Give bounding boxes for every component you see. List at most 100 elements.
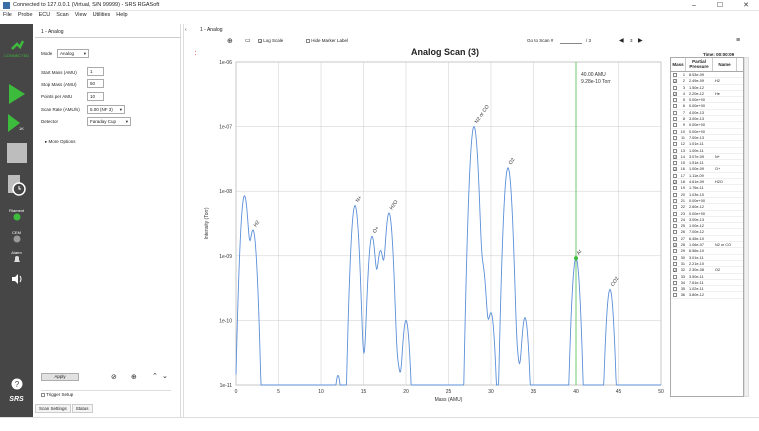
add-icon[interactable]: ⊕ (131, 374, 137, 381)
row-checkbox[interactable]: ✓ (671, 242, 678, 248)
row-checkbox[interactable]: ✓ (671, 166, 678, 172)
table-row[interactable]: 26 7.00e-12 (671, 229, 743, 236)
panel-splitter[interactable] (183, 24, 184, 417)
menu-utilities[interactable]: Utilities (92, 12, 111, 18)
menu-file[interactable]: File (3, 12, 12, 18)
row-checkbox[interactable] (671, 261, 678, 266)
menu-scan[interactable]: Scan (56, 12, 69, 18)
row-checkbox[interactable]: ✓ (671, 179, 678, 185)
table-row[interactable]: ✓ 4 2.20e-12 He (671, 91, 743, 98)
table-row[interactable]: 11 7.00e-13 (671, 135, 743, 142)
table-row[interactable]: 6 0.00e+00 (671, 103, 743, 110)
row-checkbox[interactable] (671, 292, 678, 298)
row-checkbox[interactable]: ✓ (671, 78, 678, 84)
table-row[interactable]: 17 1.11e-09 (671, 173, 743, 180)
chevron-down-icon[interactable]: ⌄ (162, 373, 168, 380)
row-checkbox[interactable] (671, 116, 678, 122)
stop-button[interactable] (0, 142, 33, 165)
row-checkbox[interactable]: ✓ (671, 154, 678, 159)
trigger-setup-row[interactable]: Trigger Setup (41, 392, 73, 397)
tab-status[interactable]: Status (71, 404, 93, 413)
stop-mass-field[interactable]: 50 (87, 79, 104, 88)
row-checkbox[interactable] (671, 110, 678, 115)
previous-scan-icon[interactable]: ◀ (619, 38, 624, 44)
points-per-amu-field[interactable]: 10 (87, 92, 104, 101)
row-checkbox[interactable] (671, 211, 678, 216)
row-checkbox[interactable] (671, 274, 678, 279)
table-row[interactable]: ✓ 18 4.61e-09 H2O (671, 179, 743, 186)
row-checkbox[interactable] (671, 122, 678, 128)
row-checkbox[interactable] (671, 248, 678, 254)
menu-ecu[interactable]: ECU (38, 12, 51, 18)
minimize-button[interactable]: – (692, 2, 696, 9)
row-checkbox[interactable] (671, 141, 678, 147)
table-row[interactable]: 33 3.50e-11 (671, 274, 743, 280)
menu-icon[interactable]: ≡ (736, 37, 741, 44)
row-checkbox[interactable]: ✓ (671, 91, 678, 96)
table-row[interactable]: 25 1.00e-12 (671, 223, 743, 230)
table-row[interactable]: 30 3.01e-11 (671, 255, 743, 261)
table-row[interactable]: 36 3.80e-12 (671, 292, 743, 299)
collapse-arrow-icon[interactable]: ‹ (185, 27, 187, 33)
next-scan-icon[interactable]: ▶ (638, 38, 643, 44)
row-checkbox[interactable] (671, 97, 678, 103)
row-checkbox[interactable] (671, 72, 678, 77)
table-row[interactable]: 31 2.21e-10 (671, 261, 743, 268)
start-scan-button[interactable] (0, 82, 33, 107)
row-checkbox[interactable] (671, 286, 678, 292)
table-row[interactable]: 20 1.03e-10 (671, 192, 743, 198)
table-row[interactable]: ✓ 14 3.07e-09 N+ (671, 154, 743, 161)
table-row[interactable]: 9 0.00e+00 (671, 122, 743, 129)
single-scan-button[interactable]: 1K (0, 112, 33, 135)
detector-select[interactable]: Faraday Cup ▾ (87, 117, 131, 126)
table-scrollbar[interactable] (744, 57, 749, 397)
row-checkbox[interactable] (671, 217, 678, 222)
partial-pressure-table[interactable]: Mass Partial Pressure Name 1 8.53e-09 ✓ 2 2.… (670, 57, 744, 397)
menu-probe[interactable]: Probe (17, 12, 33, 18)
table-row[interactable]: 21 0.00e+00 (671, 198, 743, 205)
table-row[interactable]: 22 2.60e-12 (671, 204, 743, 211)
table-row[interactable]: 10 0.00e+00 (671, 129, 743, 135)
timed-scan-button[interactable] (0, 174, 33, 197)
row-checkbox[interactable]: ✓ (671, 267, 678, 273)
hide-marker-checkbox[interactable]: Hide Marker Label (306, 38, 348, 43)
filament-status[interactable]: Filament (0, 208, 33, 222)
maximize-button[interactable]: ☐ (716, 2, 724, 9)
goto-scan-input[interactable] (560, 37, 582, 44)
table-row[interactable]: 7 4.00e-13 (671, 110, 743, 117)
scan-rate-select[interactable]: 5.00 (NF 3) ▾ (87, 105, 125, 114)
table-row[interactable]: ✓ 2 2.49e-09 H2 (671, 78, 743, 85)
table-row[interactable]: 29 6.56e-10 (671, 248, 743, 255)
table-row[interactable]: 35 1.02e-11 (671, 286, 743, 293)
row-checkbox[interactable] (671, 192, 678, 197)
row-checkbox[interactable] (671, 204, 678, 210)
table-row[interactable]: ✓ 16 1.00e-09 O+ (671, 166, 743, 173)
close-button[interactable]: ✕ (743, 2, 749, 9)
table-row[interactable]: 1 8.53e-09 (671, 72, 743, 79)
row-checkbox[interactable] (671, 135, 678, 140)
cem-status[interactable]: CEM (0, 230, 33, 244)
table-row[interactable]: 19 1.76e-11 (671, 185, 743, 192)
table-row[interactable]: 5 0.00e+00 (671, 97, 743, 104)
analog-scan-chart[interactable]: 1e-06 1e-07 1e-08 1e-09 1e-10 1e-110 5 10 15 20 25… (196, 57, 671, 412)
apply-button[interactable]: Apply (41, 373, 79, 381)
table-row[interactable]: 23 0.00e+00 (671, 211, 743, 217)
row-checkbox[interactable] (671, 148, 678, 153)
menu-help[interactable]: Help (116, 12, 128, 18)
table-row[interactable]: 34 7.61e-11 (671, 280, 743, 287)
row-checkbox[interactable] (671, 229, 678, 235)
row-checkbox[interactable] (671, 198, 678, 203)
row-checkbox[interactable] (671, 103, 678, 109)
row-checkbox[interactable] (671, 280, 678, 285)
mode-select[interactable]: Analog ▾ (57, 49, 89, 58)
menu-view[interactable]: View (74, 12, 87, 18)
table-row[interactable]: 15 1.51e-11 (671, 160, 743, 167)
chevron-up-icon[interactable]: ⌃ (152, 373, 158, 380)
reset-icon[interactable]: ⊘ (111, 374, 117, 381)
start-mass-field[interactable]: 1 (87, 67, 104, 76)
table-row[interactable]: 24 3.00e-13 (671, 217, 743, 224)
row-checkbox[interactable] (671, 129, 678, 134)
sound-button[interactable] (0, 274, 33, 285)
row-checkbox[interactable] (671, 160, 678, 166)
table-row[interactable]: 3 1.50e-12 (671, 85, 743, 91)
